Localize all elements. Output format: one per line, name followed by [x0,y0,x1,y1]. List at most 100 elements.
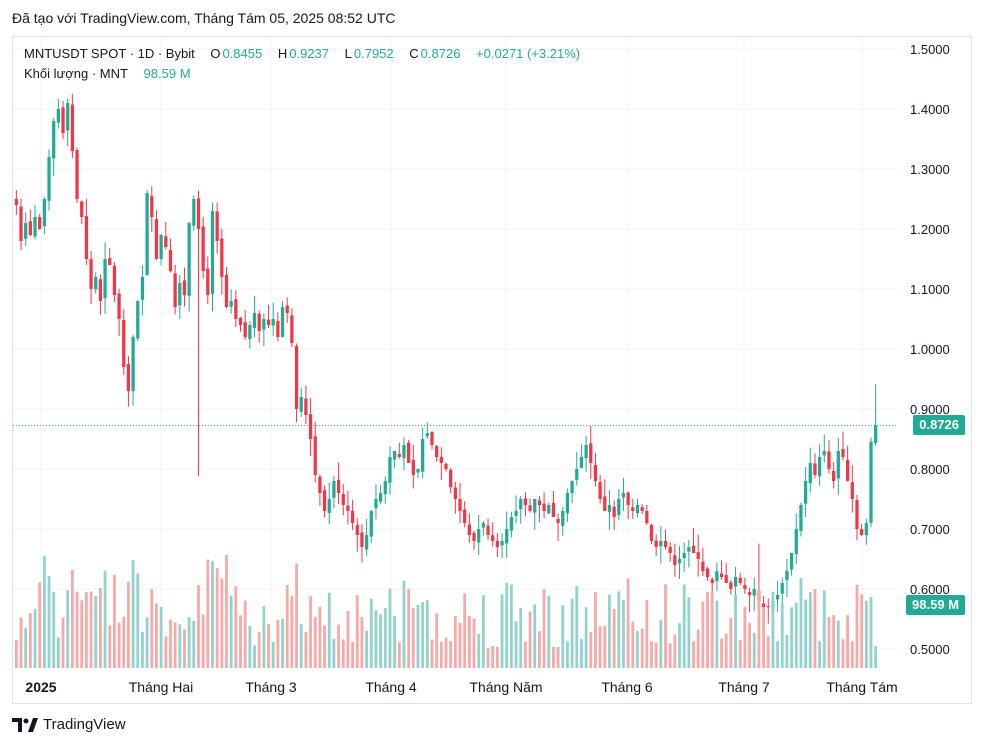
volume-bar [617,591,621,668]
candle-body [215,211,219,241]
candle-body [579,457,584,469]
close-label: C [409,46,419,61]
candle-body [201,226,205,271]
candle-body [243,322,247,337]
volume-bar [211,560,214,668]
volume-bar [542,589,546,668]
volume-bar [388,588,392,668]
candle-body [733,577,738,587]
volume-bar [220,578,224,668]
candle-body [869,441,873,523]
candle-body [743,584,747,589]
volume-bar [257,631,261,668]
x-tick-label: Tháng Tám [826,679,897,695]
candle-body [836,451,840,479]
candle-body [738,577,742,583]
candle-body [481,523,485,528]
volume-bar [790,607,794,668]
candle-body [813,463,817,475]
candle-body [332,481,336,498]
open-value: 0.8455 [222,46,263,61]
footer: TradingView [12,716,126,733]
candle-body [425,433,429,437]
candle-body [122,319,126,367]
volume-bar [108,625,112,668]
candle-body [435,446,439,457]
candle-body [687,547,691,552]
volume-bar [678,623,681,668]
volume-bar [309,596,312,668]
candle-body [173,273,177,307]
candle-body [229,301,233,307]
y-tick-label: 0.7000 [910,522,950,537]
volume-bar [556,647,560,668]
low-value: 0.7952 [353,46,394,61]
volume-bar [776,641,779,668]
candle-body [159,235,163,260]
volume-bar [472,618,476,668]
volume-bar [178,624,182,668]
volume-bar [743,606,747,668]
candle-body [28,221,32,235]
candle-body [789,553,794,570]
candle-body [336,479,341,493]
candle-body [724,575,728,583]
candle-body [145,193,149,276]
volume-bar [24,628,28,668]
volume-bar [467,615,471,668]
candle-body [514,511,518,516]
volume-bar [351,641,354,668]
candle-body [276,321,280,337]
candle-body [761,603,766,607]
volume-bar [687,597,691,668]
volume-bar [818,641,822,668]
volume-bar [239,615,242,668]
candle-body [187,223,191,296]
candle-body [621,493,626,498]
volume-bar [159,606,163,668]
volume-bar [155,603,158,668]
volume-bar [150,588,154,668]
candle-body [570,481,574,494]
volume-bar [435,613,439,668]
volume-bar [622,599,625,668]
volume-bar [631,621,635,668]
volume-bar [327,592,331,668]
volume-bar [626,578,630,668]
candle-body [103,259,107,299]
volume-bar [397,641,401,668]
volume-bar [145,617,149,668]
volume-bar [860,594,864,668]
close-value: 0.8726 [420,46,461,61]
candle-body [178,283,182,306]
volume-bar [813,589,817,668]
candle-body [799,505,803,532]
volume-bar [313,616,317,668]
candle-body [565,493,570,514]
volume-bar [183,629,186,668]
volume-bar [780,603,784,668]
candle-body [136,301,140,339]
candle-body [150,195,154,217]
volume-bar [103,570,107,668]
volume-bar [360,617,364,668]
candle-body [827,451,831,469]
volume-bar [201,614,205,668]
volume-bar [75,591,79,668]
candle-body [154,219,159,259]
candle-body [89,259,93,289]
candle-body [42,199,46,227]
volume-bar [341,639,345,668]
volume-bar [173,622,177,668]
volume-bar [98,587,102,668]
volume-bar [864,600,868,668]
candle-body [285,305,289,313]
volume-bar [374,610,378,668]
candle-body [80,201,84,217]
candle-body [262,319,266,330]
volume-bar [654,642,658,668]
volume-bar [42,556,46,668]
volume-bar [365,630,369,668]
volume-bar [295,563,298,668]
